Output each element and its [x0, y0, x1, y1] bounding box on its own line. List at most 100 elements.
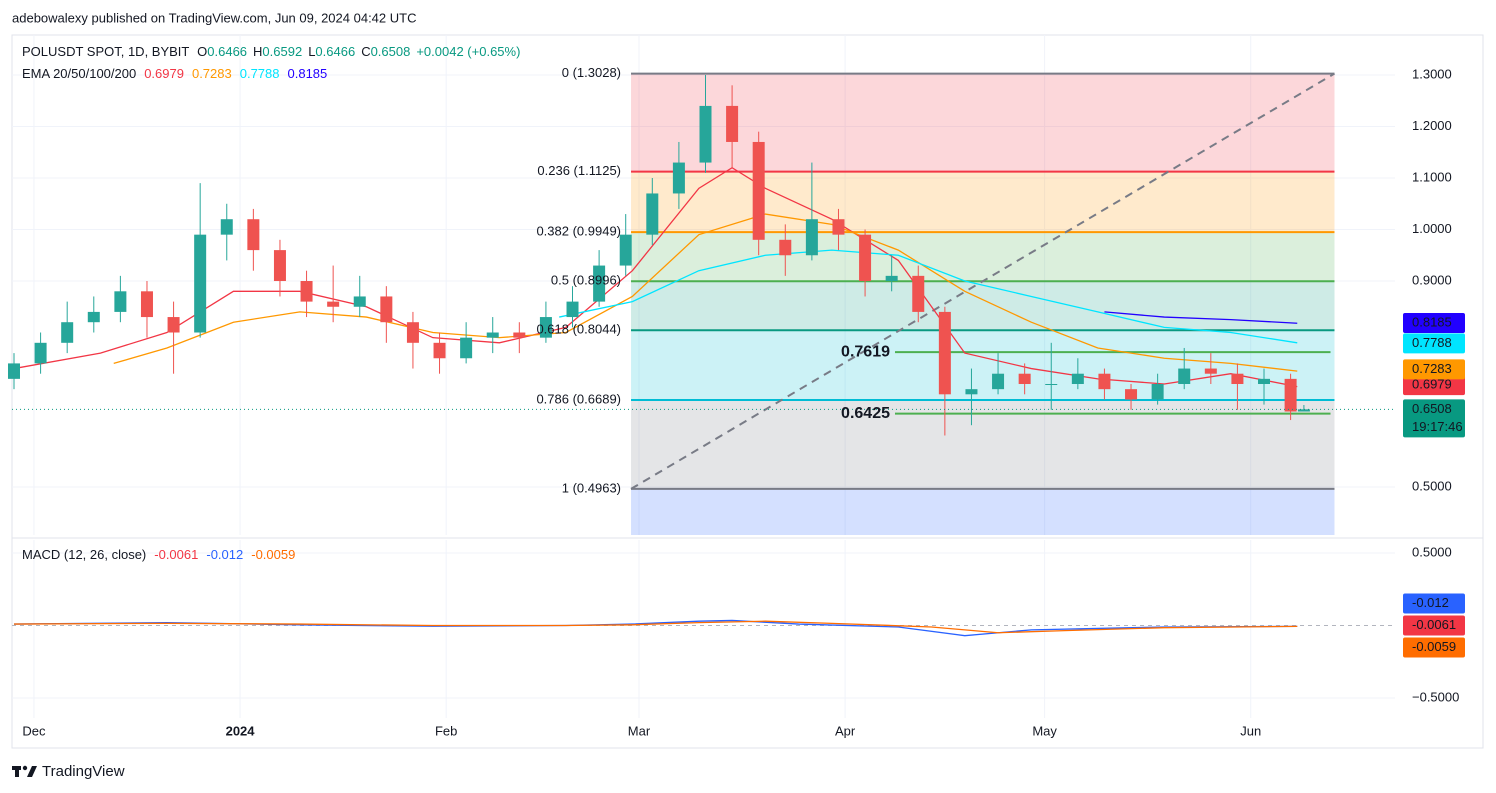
candle-body [859, 234, 872, 282]
labels: 0.5000 0.9000 1.0000 1.1000 1.2000 1.3000 0.50… [22, 44, 1465, 738]
legend-item: 0.6592 [262, 44, 302, 59]
candle-body [566, 301, 579, 318]
legend-item: L [308, 44, 315, 59]
candle-body [433, 342, 446, 359]
fib-zone [631, 330, 1335, 401]
frame [11, 34, 1484, 749]
legend-item: -0.012 [206, 547, 243, 562]
candle-body [726, 105, 739, 142]
price-tag [1403, 359, 1465, 380]
price-tag-label: -0.0061 [1412, 617, 1456, 632]
x-tick-label: Feb [435, 723, 457, 738]
fib-zone [631, 171, 1335, 233]
x-tick-label: May [1032, 723, 1057, 738]
candle-body [167, 317, 180, 333]
legend-item: 0.8185 [288, 66, 328, 81]
price-tag-label: 0.7283 [1412, 361, 1452, 376]
legend: EMA 20/50/100/200 0.6979 0.7283 0.7788 0.818… [22, 66, 327, 81]
legend-item: 0.6979 [144, 66, 184, 81]
candle-body [1284, 378, 1297, 412]
candle-body [1204, 368, 1217, 374]
x-tick-label: Dec [22, 723, 46, 738]
fib-label: 0.5 (0.8996) [551, 273, 621, 288]
candle-body [912, 275, 925, 312]
candle-body [327, 301, 340, 307]
price-tag [1403, 375, 1465, 396]
ema-line [113, 213, 1298, 372]
candle-body [938, 311, 951, 395]
attribution: adebowalexy published on TradingView.com… [12, 10, 416, 25]
price-tag-label: 0.6508 [1412, 401, 1452, 416]
candle-body [1258, 378, 1271, 385]
level-label: 0.6425 [841, 405, 890, 422]
candle-body [965, 389, 978, 395]
legend-item: -0.0059 [251, 547, 295, 562]
price-tag-label: 0.7788 [1412, 335, 1452, 350]
legend-item: 0.6466 [315, 44, 355, 59]
y-tick-label: −0.5000 [1412, 689, 1459, 704]
x-tick-label: Apr [835, 723, 856, 738]
price-tag [1403, 637, 1465, 658]
candle-body [619, 234, 632, 266]
candle-body [513, 332, 526, 338]
fib-label: 0.236 (1.1125) [537, 163, 621, 178]
price-tag-label: 0.6979 [1412, 377, 1452, 392]
candle-body [353, 296, 366, 307]
macd-line [13, 619, 1298, 637]
candle-body [460, 337, 473, 359]
fib-zone [631, 73, 1335, 172]
candle-body [300, 281, 313, 302]
legend-item: O [197, 44, 207, 59]
y-tick-label: 0.9000 [1412, 272, 1452, 287]
candle-body [1231, 373, 1244, 385]
candle-body [885, 275, 898, 282]
fib-zone [631, 400, 1335, 489]
legend-item: POLUSDT SPOT, 1D, BYBIT [22, 44, 189, 59]
candle-body [646, 193, 659, 235]
macd-line [13, 620, 1298, 634]
candle-body [1071, 373, 1084, 385]
y-tick-label: 1.1000 [1412, 169, 1452, 184]
y-tick-label: 0.5000 [1412, 478, 1452, 493]
candle-body [752, 141, 765, 240]
candle-body [1098, 373, 1111, 390]
fib-zone [631, 232, 1335, 282]
legend-item: H [253, 44, 262, 59]
candle-body [1151, 384, 1164, 400]
price-tag-label: 0.8185 [1412, 314, 1452, 329]
fib-trend-line [630, 72, 1336, 490]
ema-line [559, 249, 1298, 344]
x-tick-label: Mar [628, 723, 651, 738]
candle-body [539, 317, 552, 338]
candle-body [34, 342, 47, 364]
legend-item: EMA 20/50/100/200 [22, 66, 136, 81]
y-tick-label: 0.5000 [1412, 544, 1452, 559]
price-tag [1403, 399, 1465, 438]
y-tick-label: 1.3000 [1412, 66, 1452, 81]
candle-body [1045, 384, 1058, 386]
candle-body [406, 322, 419, 343]
y-tick-label: 1.0000 [1412, 221, 1452, 236]
marks [7, 75, 1395, 637]
fib-label: 0.382 (0.9949) [536, 224, 621, 239]
x-tick-label: Jun [1240, 723, 1261, 738]
fib-label: 0.618 (0.8044) [536, 322, 621, 337]
level-label: 0.7619 [841, 343, 890, 360]
fib-label: 1 (0.4963) [562, 480, 621, 495]
y-tick-label: 1.2000 [1412, 118, 1452, 133]
candle-body [194, 234, 207, 333]
grid [12, 35, 1395, 718]
price-tag-label: -0.012 [1412, 595, 1449, 610]
candle-body [1125, 389, 1138, 400]
candle-body [140, 291, 153, 318]
brand: TradingView [42, 763, 125, 780]
legend-item: +0.0042 (+0.65%) [416, 44, 520, 59]
ema-line [1104, 311, 1298, 324]
candle-body [273, 250, 286, 282]
legend-item: 0.6466 [207, 44, 247, 59]
price-tag-label: -0.0059 [1412, 639, 1456, 654]
candle-body [114, 291, 127, 312]
fib-extension [631, 488, 1335, 535]
x-tick-label: 2024 [226, 723, 256, 738]
